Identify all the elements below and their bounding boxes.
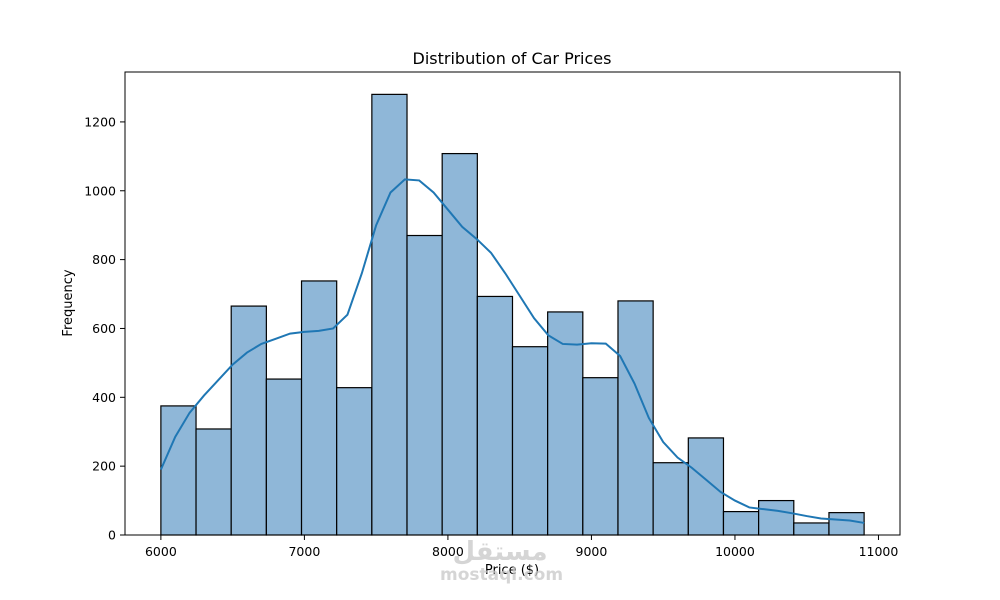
- chart-title: Distribution of Car Prices: [413, 49, 612, 68]
- histogram-bar: [300, 280, 338, 536]
- histogram-bar: [582, 377, 619, 536]
- histogram-bar: [687, 437, 725, 536]
- y-axis-ticks: 0 200 400 600 800 1000 1200: [84, 114, 125, 543]
- histogram-bar: [828, 512, 865, 536]
- histogram-bar: [722, 510, 760, 536]
- histogram-bar: [441, 152, 478, 536]
- kde-line: [159, 178, 865, 524]
- x-tick-label: 6000: [145, 544, 177, 559]
- x-tick-label: 11000: [859, 544, 899, 559]
- y-tick-label: 800: [92, 252, 116, 267]
- x-axis-label: Price ($): [485, 563, 539, 578]
- x-tick-label: 8000: [432, 544, 464, 559]
- histogram-bar: [476, 295, 514, 536]
- y-tick-label: 200: [92, 459, 116, 474]
- histogram-bar: [793, 522, 830, 536]
- x-tick-label: 10000: [715, 544, 755, 559]
- x-tick-label: 7000: [288, 544, 320, 559]
- plot-frame: [124, 71, 901, 536]
- y-tick-label: 1000: [84, 183, 116, 198]
- histogram-bar: [758, 499, 795, 536]
- histogram-bar: [652, 462, 689, 536]
- histogram-bar: [617, 300, 654, 536]
- histogram-bar: [195, 428, 232, 536]
- histogram-bars: [160, 93, 865, 536]
- histogram-bar: [406, 234, 443, 536]
- y-axis-label: Frequency: [61, 269, 76, 336]
- y-tick-label: 400: [92, 390, 116, 405]
- histogram-bar: [547, 311, 584, 536]
- histogram-bar: [511, 346, 549, 536]
- y-tick-label: 1200: [84, 114, 116, 129]
- histogram-bar: [160, 405, 197, 536]
- histogram-bar: [371, 93, 408, 536]
- histogram-bar: [336, 387, 373, 536]
- x-axis-ticks: 6000 7000 8000 9000 10000 11000: [145, 535, 898, 559]
- y-tick-label: 600: [92, 321, 116, 336]
- histogram-bar: [230, 305, 267, 536]
- y-tick-label: 0: [108, 528, 116, 543]
- histogram-bar: [265, 378, 303, 536]
- x-tick-label: 9000: [576, 544, 608, 559]
